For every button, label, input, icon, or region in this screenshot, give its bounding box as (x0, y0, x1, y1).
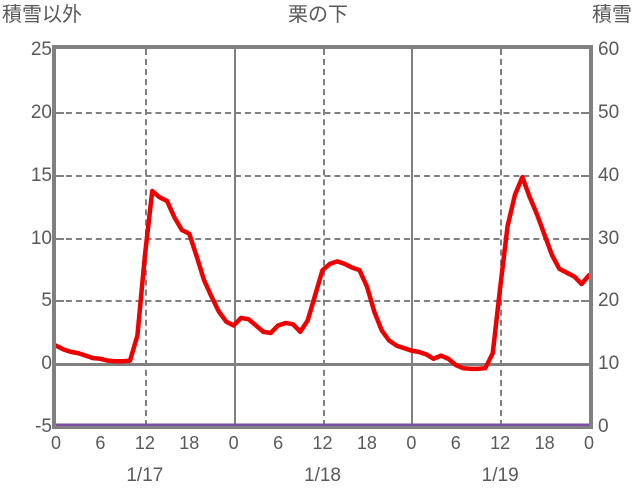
y-left-label-10: 10 (30, 227, 52, 249)
y-left-label--5: -5 (35, 416, 52, 437)
x-tick-label-1: 6 (95, 433, 106, 453)
y-left-label-15: 15 (30, 164, 52, 186)
plot-inner (56, 49, 589, 426)
series-layer (56, 49, 589, 426)
x-tick-label-9: 6 (450, 433, 461, 453)
gridline-x-hour-36 (322, 49, 325, 426)
x-tick-label-3: 18 (179, 433, 200, 453)
x-tick-label-11: 18 (534, 433, 555, 453)
tick-right-20 (581, 111, 589, 114)
y-right-label-50: 50 (598, 101, 620, 123)
y-left-label-5: 5 (41, 290, 52, 312)
day-boundary-hour-24 (233, 49, 236, 426)
tick-right-10 (581, 237, 589, 240)
y-left-label-25: 25 (30, 39, 52, 60)
y-right-label-0: 0 (598, 416, 609, 437)
right-axis-caption: 積雪 (592, 4, 632, 26)
x-tick-label-0: 0 (50, 433, 61, 453)
tick-right-15 (581, 174, 589, 177)
tick-left-15 (56, 174, 64, 177)
left-axis-caption: 積雪以外 (2, 4, 82, 26)
x-tick-label-6: 12 (312, 433, 333, 453)
y-right-label-20: 20 (598, 290, 620, 312)
y-right-label-30: 30 (598, 227, 620, 249)
tick-right-5 (581, 300, 589, 303)
x-tick-label-10: 12 (490, 433, 511, 453)
tick-left-5 (56, 300, 64, 303)
y-left-label-0: 0 (41, 353, 52, 375)
tick-right-0 (581, 363, 589, 366)
y-right-label-40: 40 (598, 164, 620, 186)
x-day-label-1-17: 1/17 (126, 465, 164, 486)
tick-left-20 (56, 111, 64, 114)
y-right-label-10: 10 (598, 353, 620, 375)
chart-title: 栗の下 (288, 4, 348, 26)
plot-area (52, 45, 593, 429)
y-right-label-60: 60 (598, 39, 620, 60)
x-tick-label-7: 18 (356, 433, 377, 453)
x-tick-label-5: 6 (273, 433, 284, 453)
x-tick-label-12: 0 (583, 433, 594, 453)
series-line-non-snow (56, 177, 589, 369)
gridline-x-hour-60 (500, 49, 503, 426)
x-tick-label-8: 0 (406, 433, 417, 453)
x-tick-label-4: 0 (228, 433, 239, 453)
x-day-label-1-18: 1/18 (304, 465, 341, 486)
x-day-label-1-19: 1/19 (481, 465, 519, 486)
tick-left-0 (56, 363, 64, 366)
x-tick-label-2: 12 (134, 433, 155, 453)
day-boundary-hour-48 (411, 49, 414, 426)
y-left-label-20: 20 (30, 101, 52, 123)
tick-left-10 (56, 237, 64, 240)
